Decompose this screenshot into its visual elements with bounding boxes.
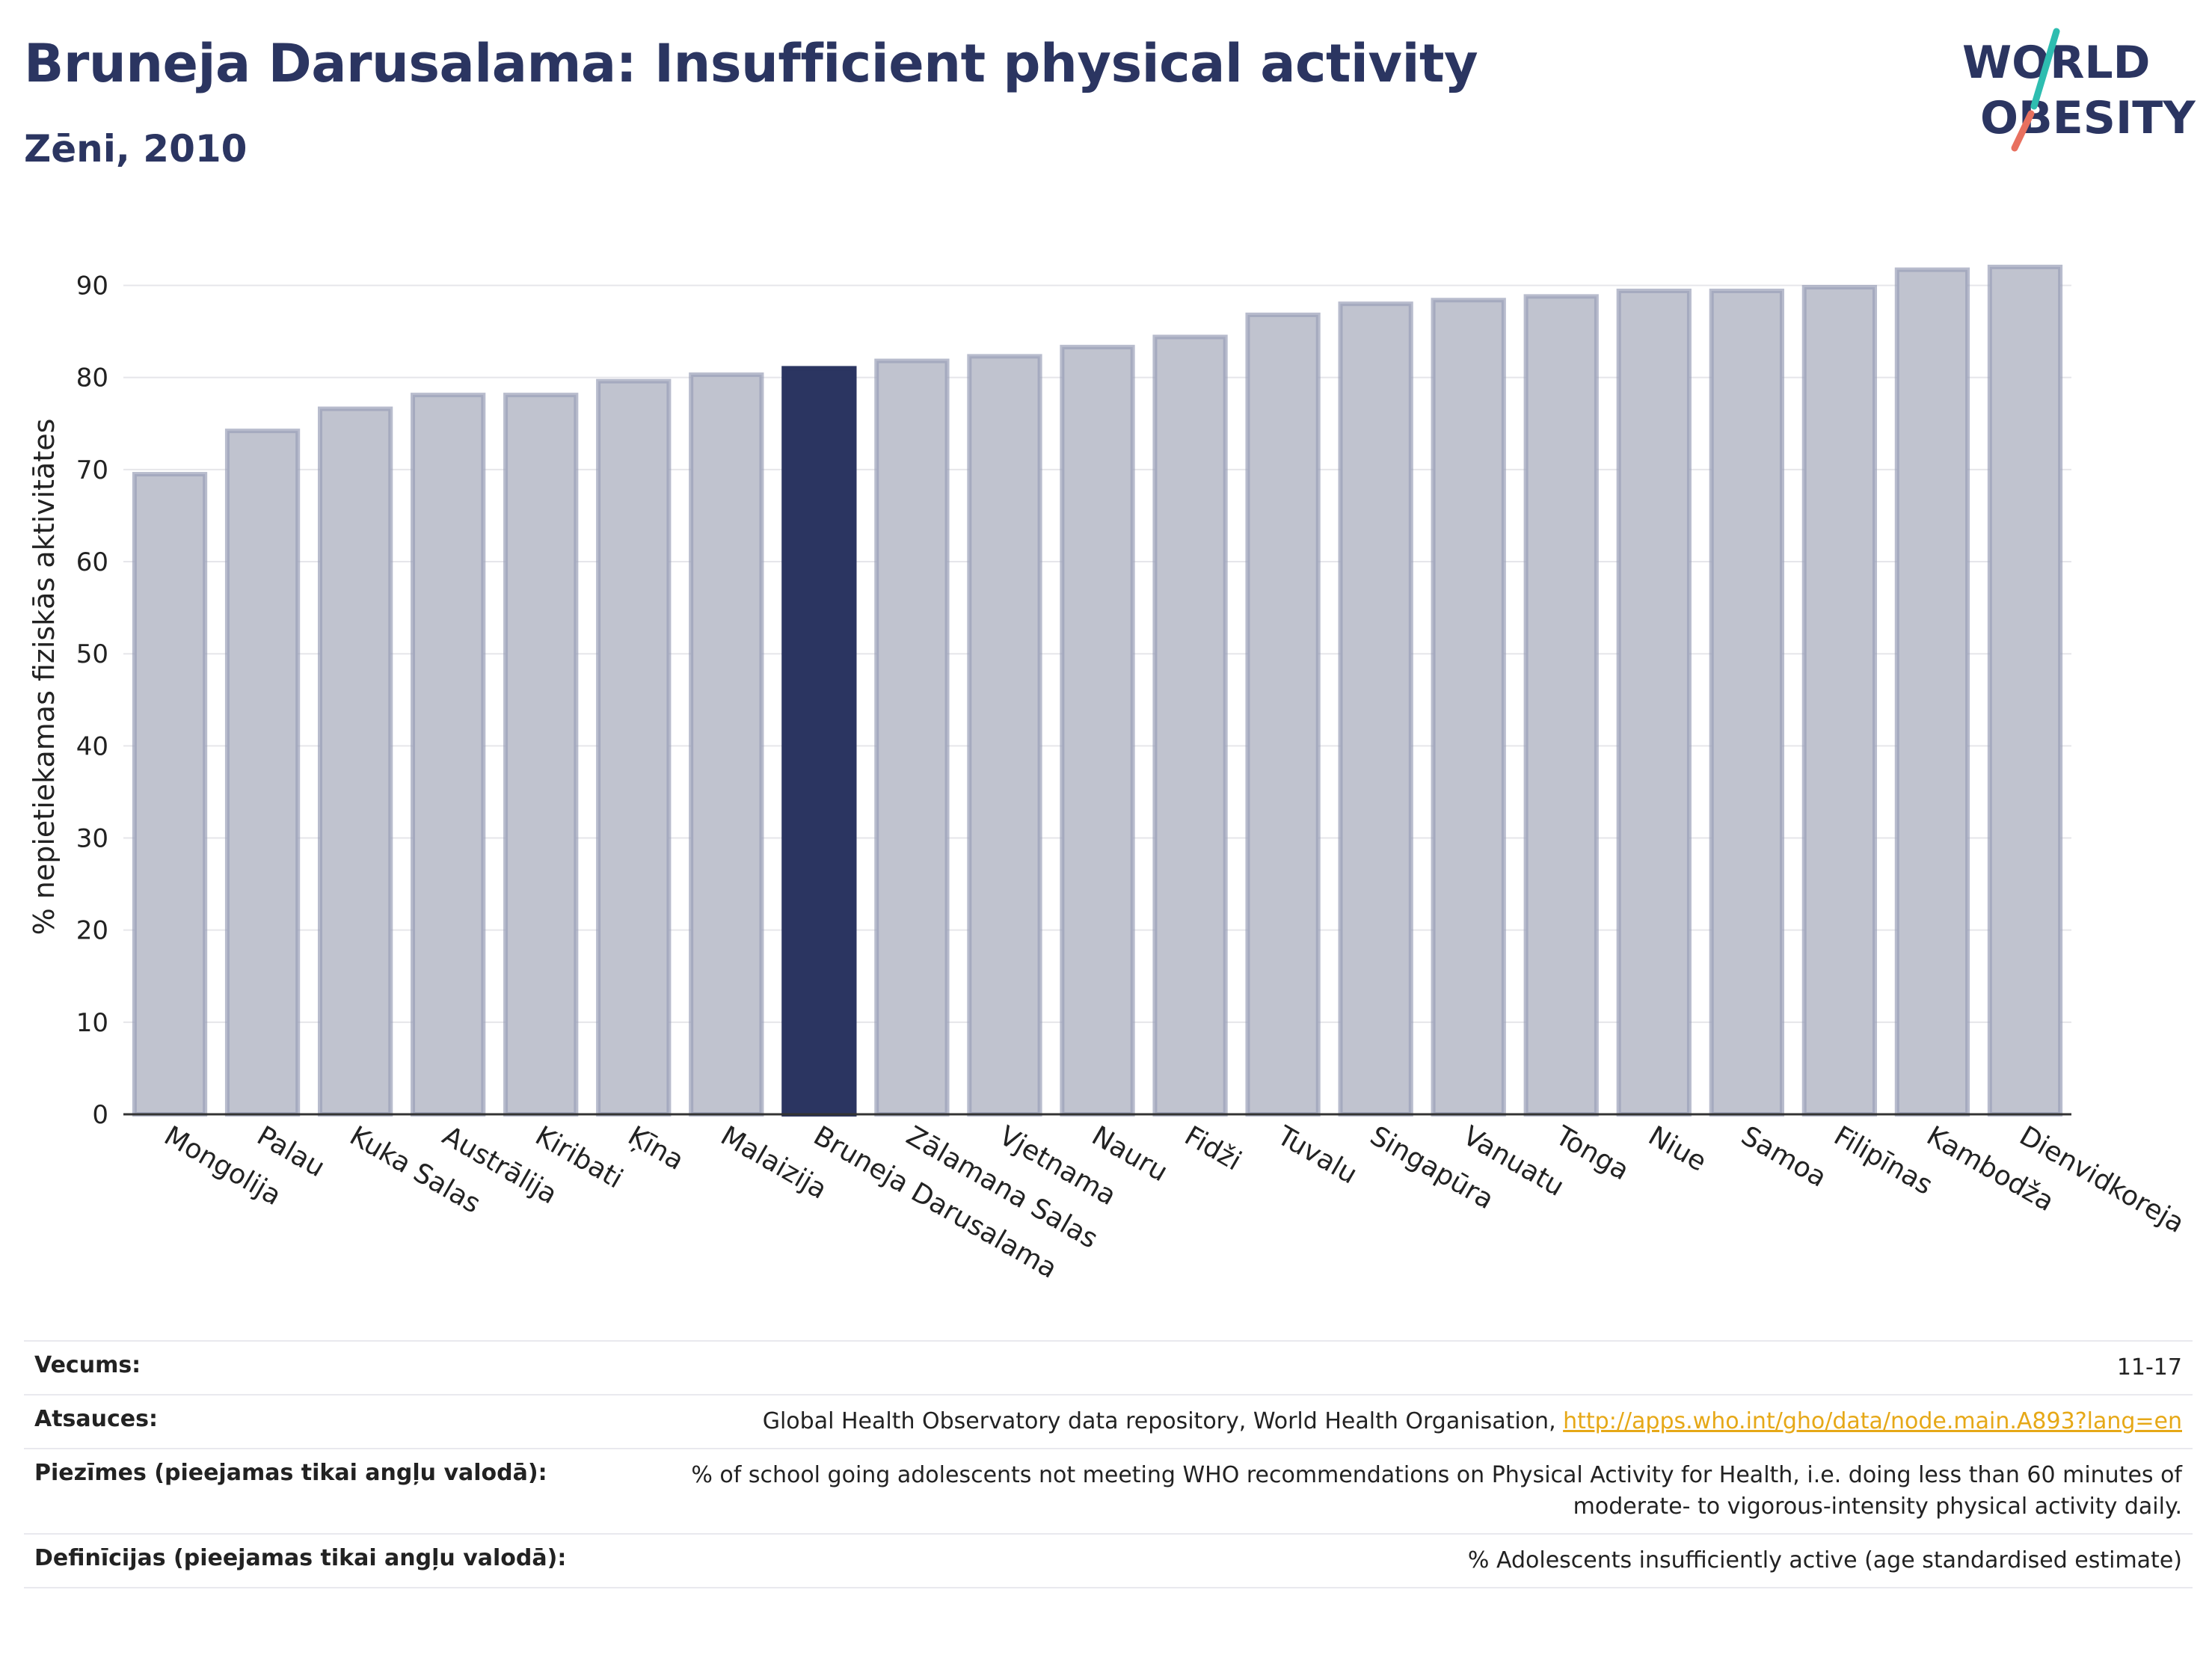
metadata-table: Vecums: 11-17 Atsauces: Global Health Ob… — [24, 1340, 2193, 1588]
bar-Singapūra — [1338, 301, 1413, 1117]
bar-Kiribati — [503, 393, 579, 1117]
bar-Kambodža — [1894, 267, 1970, 1117]
x-tick-label: Niue — [1643, 1120, 1711, 1177]
y-tick-label: 90 — [76, 271, 108, 301]
y-tick-label: 40 — [76, 731, 108, 761]
bar-Dienvidkoreja — [1987, 264, 2063, 1117]
x-tick-label: Ķīna — [623, 1120, 689, 1176]
sources-label: Atsauces: — [24, 1394, 598, 1449]
bar-Mongolija — [132, 472, 208, 1117]
bar-Niue — [1616, 288, 1692, 1117]
bar-Fidži — [1152, 334, 1228, 1117]
definitions-label: Definīcijas (pieejamas tikai angļu valod… — [24, 1533, 598, 1588]
y-tick-label: 50 — [76, 639, 108, 669]
sources-value: Global Health Observatory data repositor… — [598, 1394, 2193, 1449]
y-tick-label: 30 — [76, 824, 108, 854]
x-tick-label: Malaizija — [716, 1120, 832, 1206]
bar-Kuka Salas — [317, 406, 393, 1117]
page-title: Bruneja Darusalama: Insufficient physica… — [24, 33, 1478, 94]
bar-Samoa — [1709, 288, 1784, 1117]
y-tick-label: 80 — [76, 363, 108, 393]
logo-slash-teal — [2030, 28, 2060, 110]
age-label: Vecums: — [24, 1340, 598, 1395]
definitions-value: % Adolescents insufficiently active (age… — [598, 1533, 2193, 1588]
meta-row-definitions: Definīcijas (pieejamas tikai angļu valod… — [24, 1533, 2193, 1588]
y-axis-label: % nepietiekamas fiziskās aktivitātes — [28, 419, 61, 936]
notes-value: % of school going adolescents not meetin… — [598, 1448, 2193, 1535]
bar-Malaizija — [689, 372, 764, 1117]
x-tick-label: Filipīnas — [1828, 1120, 1938, 1201]
meta-row-sources: Atsauces: Global Health Observatory data… — [24, 1394, 2193, 1449]
bar-Filipīnas — [1801, 285, 1878, 1117]
page-subtitle: Zēni, 2010 — [24, 127, 248, 171]
x-tick-label: Samoa — [1736, 1120, 1831, 1194]
bars — [132, 264, 2063, 1117]
logo-line1: WORLD — [1962, 37, 2150, 89]
y-tick-label: 60 — [76, 547, 108, 577]
sources-link[interactable]: http://apps.who.int/gho/data/node.main.A… — [1563, 1408, 2182, 1434]
bar-Zālamana Salas — [874, 358, 950, 1117]
sources-text: Global Health Observatory data repositor… — [762, 1408, 1564, 1434]
age-value: 11-17 — [598, 1340, 2193, 1395]
y-tick-label: 70 — [76, 455, 108, 485]
bar-Vanuatu — [1431, 298, 1506, 1117]
bar-Palau — [224, 429, 301, 1117]
y-tick-label: 20 — [76, 916, 108, 946]
y-tick-label: 0 — [92, 1100, 108, 1130]
logo-line2: OBESITY — [1980, 92, 2196, 144]
bar-Austrālija — [411, 393, 486, 1117]
meta-row-notes: Piezīmes (pieejamas tikai angļu valodā):… — [24, 1448, 2193, 1535]
y-tick-label: 10 — [76, 1008, 108, 1038]
logo-slash-coral — [2011, 110, 2035, 152]
x-tick-label: Tuvalu — [1271, 1120, 1362, 1191]
bar-Vjetnama — [967, 354, 1042, 1117]
notes-label: Piezīmes (pieejamas tikai angļu valodā): — [24, 1448, 598, 1535]
y-tick-labels: 0 10 20 30 40 50 60 70 80 90 — [76, 271, 108, 1130]
x-tick-label: Fidži — [1179, 1120, 1247, 1176]
bar-Tuvalu — [1245, 312, 1321, 1117]
bar-Bruneja Darusalama — [781, 366, 857, 1117]
meta-row-age: Vecums: 11-17 — [24, 1340, 2193, 1395]
bar-Tonga — [1523, 294, 1599, 1117]
bar-Ķīna — [596, 378, 672, 1117]
bar-Nauru — [1060, 345, 1135, 1117]
world-obesity-logo: WORLD OBESITY — [1962, 28, 2196, 152]
